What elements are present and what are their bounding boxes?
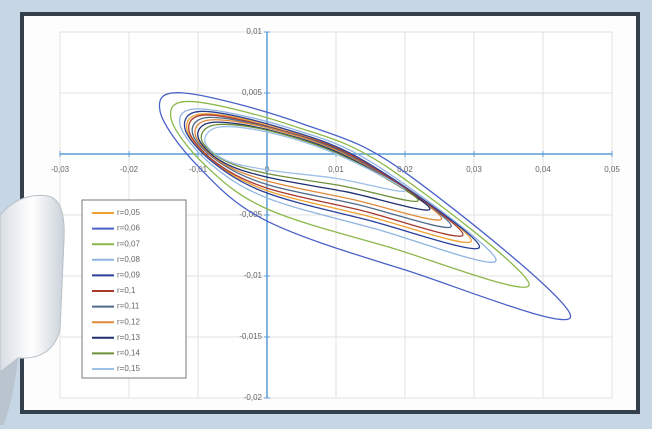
x-tick-label: 0,05 bbox=[604, 165, 620, 174]
y-tick-label: -0,02 bbox=[244, 393, 263, 402]
legend-label: r=0,08 bbox=[117, 255, 140, 264]
legend-label: r=0,09 bbox=[117, 271, 140, 280]
x-tick-label: 0,04 bbox=[535, 165, 551, 174]
y-tick-label: -0,01 bbox=[244, 271, 263, 280]
chart: -0,03-0,02-0,0100,010,020,030,040,050,01… bbox=[0, 0, 652, 429]
legend-label: r=0,13 bbox=[117, 333, 140, 342]
legend-label: r=0,14 bbox=[117, 349, 140, 358]
legend-label: r=0,15 bbox=[117, 364, 140, 373]
legend-label: r=0,1 bbox=[117, 286, 136, 295]
legend-label: r=0,06 bbox=[117, 224, 140, 233]
legend-label: r=0,11 bbox=[117, 302, 140, 311]
x-tick-label: -0,02 bbox=[120, 165, 139, 174]
x-tick-label: 0,01 bbox=[328, 165, 344, 174]
y-tick-label: -0,015 bbox=[239, 332, 262, 341]
page: -0,03-0,02-0,0100,010,020,030,040,050,01… bbox=[0, 0, 652, 429]
x-tick-label: -0,03 bbox=[51, 165, 70, 174]
y-tick-label: 0,01 bbox=[246, 27, 262, 36]
legend-label: r=0,12 bbox=[117, 317, 140, 326]
x-tick-label: 0,03 bbox=[466, 165, 482, 174]
legend-label: r=0,07 bbox=[117, 239, 140, 248]
y-tick-label: 0,005 bbox=[242, 88, 263, 97]
legend-label: r=0,05 bbox=[117, 208, 140, 217]
